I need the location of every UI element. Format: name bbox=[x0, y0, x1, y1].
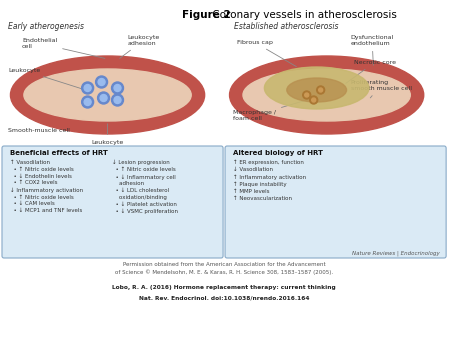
Circle shape bbox=[114, 84, 121, 92]
Text: Smooth-muscle cell: Smooth-muscle cell bbox=[8, 128, 70, 133]
Text: Leukocyte: Leukocyte bbox=[8, 68, 83, 89]
Text: Proliferating
smooth muscle cell: Proliferating smooth muscle cell bbox=[351, 80, 412, 98]
Ellipse shape bbox=[230, 56, 424, 134]
Text: Coronary vessels in atherosclerosis: Coronary vessels in atherosclerosis bbox=[209, 10, 397, 20]
Circle shape bbox=[100, 95, 107, 101]
Circle shape bbox=[319, 88, 323, 92]
Text: Nature Reviews | Endocrinology: Nature Reviews | Endocrinology bbox=[352, 250, 440, 256]
Circle shape bbox=[312, 98, 316, 102]
Text: ↑ Vasodilation
  • ↑ Nitric oxide levels
  • ↓ Endothelin levels
  • ↑ COX2 leve: ↑ Vasodilation • ↑ Nitric oxide levels •… bbox=[10, 160, 83, 213]
Circle shape bbox=[112, 94, 123, 106]
Text: Early atherogenesis: Early atherogenesis bbox=[8, 22, 84, 31]
Text: Dysfunctional
endothelium: Dysfunctional endothelium bbox=[351, 35, 394, 65]
Circle shape bbox=[317, 86, 324, 94]
Text: Macrophage /
foam cell: Macrophage / foam cell bbox=[233, 101, 304, 121]
Ellipse shape bbox=[10, 56, 205, 134]
Circle shape bbox=[81, 96, 94, 108]
Text: Necrotic core: Necrotic core bbox=[346, 60, 396, 83]
Ellipse shape bbox=[243, 69, 410, 121]
Ellipse shape bbox=[24, 69, 191, 121]
FancyBboxPatch shape bbox=[225, 146, 446, 258]
Text: Permission obtained from the American Association for the Advancement
of Science: Permission obtained from the American As… bbox=[115, 262, 333, 275]
Circle shape bbox=[98, 92, 109, 104]
Text: ↓ Lesion progression
  • ↑ Nitric oxide levels
  • ↓ Inflammatory cell
    adhes: ↓ Lesion progression • ↑ Nitric oxide le… bbox=[112, 160, 178, 214]
Text: ↑ ER expression, function
↓ Vasodilation
↑ Inflammatory activation
↑ Plaque inst: ↑ ER expression, function ↓ Vasodilation… bbox=[233, 160, 306, 200]
Circle shape bbox=[310, 96, 318, 104]
Text: Endothelial
cell: Endothelial cell bbox=[22, 38, 105, 58]
Text: Leukocyte
migration: Leukocyte migration bbox=[91, 124, 124, 151]
Text: Figure 2: Figure 2 bbox=[182, 10, 231, 20]
Text: Lobo, R. A. (2016) Hormone replacement therapy: current thinking: Lobo, R. A. (2016) Hormone replacement t… bbox=[112, 285, 336, 290]
Circle shape bbox=[95, 76, 108, 88]
Circle shape bbox=[114, 97, 121, 103]
Circle shape bbox=[84, 98, 91, 105]
Circle shape bbox=[112, 82, 123, 94]
Circle shape bbox=[98, 78, 105, 86]
Circle shape bbox=[303, 91, 310, 99]
Ellipse shape bbox=[287, 78, 346, 102]
Circle shape bbox=[84, 84, 91, 92]
Text: Leukocyte
adhesion: Leukocyte adhesion bbox=[120, 35, 160, 58]
Text: Beneficial effects of HRT: Beneficial effects of HRT bbox=[10, 150, 108, 156]
Text: Established atherosclerosis: Established atherosclerosis bbox=[234, 22, 338, 31]
Circle shape bbox=[81, 82, 94, 94]
FancyBboxPatch shape bbox=[2, 146, 223, 258]
Ellipse shape bbox=[265, 67, 369, 109]
Text: Nat. Rev. Endocrinol. doi:10.1038/nrendo.2016.164: Nat. Rev. Endocrinol. doi:10.1038/nrendo… bbox=[139, 295, 309, 300]
Text: Fibrous cap: Fibrous cap bbox=[237, 40, 297, 67]
Text: Altered biology of HRT: Altered biology of HRT bbox=[233, 150, 323, 156]
Circle shape bbox=[305, 93, 309, 97]
